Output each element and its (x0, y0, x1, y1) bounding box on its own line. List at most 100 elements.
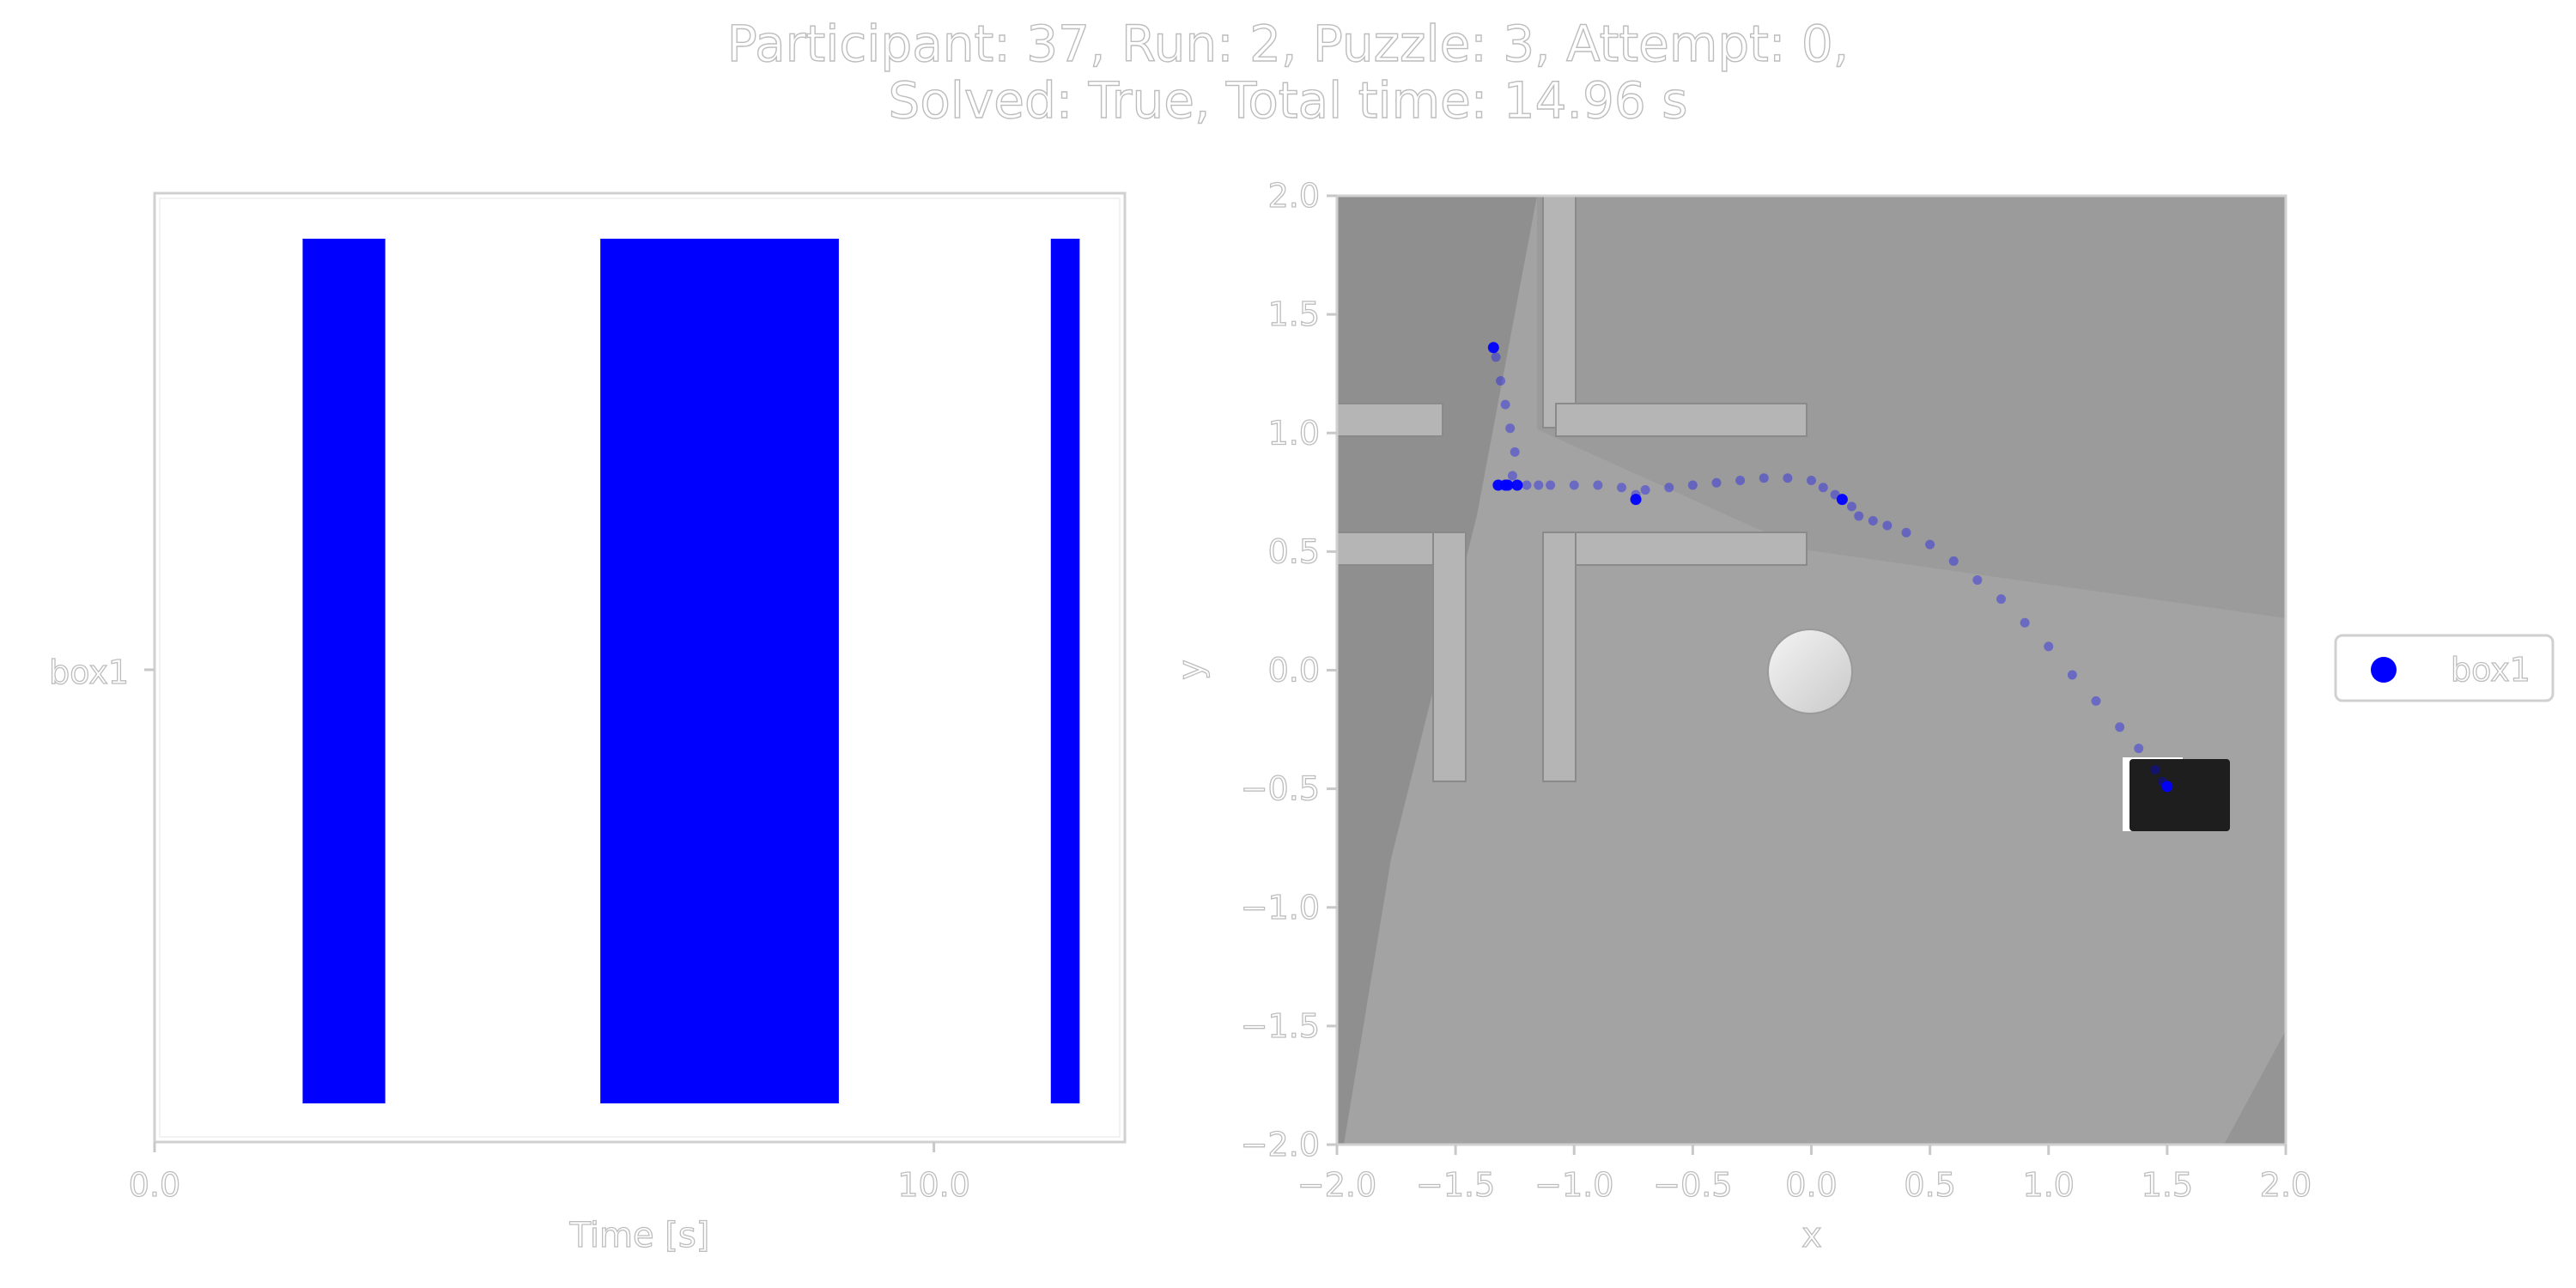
trajectory-point (1735, 476, 1746, 485)
trajectory-y-tick-label: −0.5 (1241, 770, 1320, 808)
trajectory-x-tick-label: −2.0 (1297, 1166, 1376, 1204)
trajectory-point (1711, 477, 1722, 488)
trajectory-x-tick-label: 0.5 (1904, 1166, 1955, 1204)
trajectory-x-tick-label: 1.5 (2142, 1166, 2193, 1204)
trajectory-point (1948, 556, 1959, 566)
trajectory-point (2067, 670, 2077, 680)
trajectory-point (1630, 494, 1642, 506)
timeline-bars (302, 239, 1080, 1103)
trajectory-point (1640, 485, 1650, 495)
trajectory-x-ticks: −2.0 −1.5 −1.0 −0.5 0.0 0.5 1.0 1.5 2.0 (1297, 1145, 2312, 1205)
timeline-panel: 0.0 10.0 box1 Time [s] (48, 191, 1127, 1256)
trajectory-point (2115, 722, 2125, 732)
wall-lower-right-horizontal (1542, 532, 1807, 566)
trajectory-y-tick-label: −1.5 (1241, 1007, 1320, 1045)
trajectory-y-tick-label: 0.5 (1268, 532, 1320, 570)
trajectory-x-tick-label: −1.0 (1534, 1166, 1613, 1204)
timeline-x-tick-label: 10.0 (897, 1166, 970, 1204)
scene-image (1337, 196, 2286, 1145)
timeline-category-label: box1 (49, 653, 129, 691)
legend-frame (2334, 634, 2555, 702)
trajectory-x-tick-label: 2.0 (2260, 1166, 2312, 1204)
trajectory-point (2161, 781, 2173, 793)
trajectory-y-tick-label: −1.0 (1241, 889, 1320, 927)
trajectory-y-tick-label: 2.0 (1268, 177, 1320, 215)
scene-floor-shadow-top (1537, 196, 2286, 618)
trajectory-x-tick-label: −1.5 (1416, 1166, 1495, 1204)
trajectory-point (1491, 352, 1501, 362)
trajectory-point (1664, 483, 1674, 493)
timeline-x-axis-label: Time [s] (569, 1216, 710, 1255)
trajectory-point (1505, 423, 1516, 434)
trajectory-point (1783, 473, 1793, 483)
trajectory-x-tick-label: 1.0 (2023, 1166, 2075, 1204)
trajectory-point (1687, 480, 1698, 490)
trajectory-point (1502, 479, 1514, 491)
wall-upper-left-horizontal (1337, 403, 1443, 437)
trajectory-y-tick-label: 1.5 (1268, 295, 1320, 333)
trajectory-point (1534, 480, 1544, 490)
scene-walls (1337, 196, 1807, 782)
timeline-x-tick-label: 0.0 (129, 1166, 180, 1204)
trajectory-point (1617, 483, 1626, 493)
timeline-bar (600, 239, 839, 1103)
trajectory-point (1868, 515, 1878, 526)
figure-title-line1: Participant: 37, Run: 2, Puzzle: 3, Atte… (726, 15, 1850, 73)
trajectory-point (1522, 480, 1532, 490)
trajectory-x-axis-label: x (1801, 1216, 1822, 1255)
timeline-x-ticks: 0.0 10.0 (128, 1142, 971, 1205)
trajectory-point (1492, 479, 1504, 491)
timeline-axes-frame-inner (159, 197, 1121, 1138)
trajectory-point (2134, 744, 2144, 754)
trajectory-point (1846, 501, 1856, 512)
trajectory-point (1546, 480, 1556, 490)
scene-disc (1767, 629, 1853, 714)
timeline-bar (1050, 239, 1080, 1103)
scene-box (2129, 759, 2230, 831)
trajectory-point (2150, 765, 2160, 775)
wall-top-vertical (1542, 196, 1577, 428)
trajectory-point (2091, 696, 2101, 706)
trajectory-point (2020, 617, 2030, 628)
legend-marker (2371, 657, 2397, 683)
legend: box1 (2334, 634, 2555, 702)
trajectory-point (1496, 375, 1506, 386)
trajectory-point (1818, 483, 1828, 493)
trajectory-point (1569, 480, 1579, 490)
trajectory-y-ticks: −2.0 −1.5 −1.0 −0.5 0.0 0.5 1.0 1.5 2.0 (1240, 176, 1337, 1164)
trajectory-point (1500, 399, 1510, 410)
trajectory-point (1972, 575, 1983, 586)
timeline-axes-frame (153, 191, 1127, 1144)
trajectory-point (1507, 471, 1517, 481)
scene-floor-shade-br (2224, 1030, 2286, 1145)
trajectory-point (1901, 527, 1911, 538)
trajectory-y-tick-label: −2.0 (1241, 1126, 1320, 1163)
timeline-bar (302, 239, 386, 1103)
trajectory-x-tick-label: −0.5 (1653, 1166, 1732, 1204)
trajectory-point (1807, 476, 1816, 485)
trajectory-point (2044, 641, 2054, 652)
trajectory-point (1882, 520, 1893, 531)
trajectory-panel: −2.0 −1.5 −1.0 −0.5 0.0 0.5 1.0 1.5 2.0 −2.0 −1.5… (1170, 176, 2312, 1255)
trajectory-point (1593, 480, 1603, 490)
trajectory-point (1836, 494, 1848, 506)
figure-title-line2: Solved: True, Total time: 14.96 s (888, 71, 1688, 130)
trajectory-point (1510, 447, 1520, 457)
trajectory-point (1487, 342, 1499, 354)
legend-label: box1 (2451, 651, 2530, 689)
trajectory-x-tick-label: 0.0 (1785, 1166, 1837, 1204)
figure-title: Participant: 37, Run: 2, Puzzle: 3, Atte… (0, 15, 2576, 129)
wall-lower-right-vertical (1542, 532, 1577, 782)
trajectory-y-axis-label: y (1171, 659, 1211, 680)
trajectory-point (1759, 473, 1769, 483)
wall-lower-left-vertical (1432, 532, 1467, 782)
trajectory-y-tick-label: 1.0 (1268, 414, 1320, 452)
trajectory-point (1854, 511, 1864, 521)
trajectory-point (1996, 594, 2006, 605)
trajectory-y-tick-label: 0.0 (1268, 652, 1320, 690)
trajectory-points (1487, 342, 2173, 793)
trajectory-point (1925, 539, 1935, 550)
wall-upper-right-horizontal (1555, 403, 1807, 437)
trajectory-point (1511, 479, 1523, 491)
